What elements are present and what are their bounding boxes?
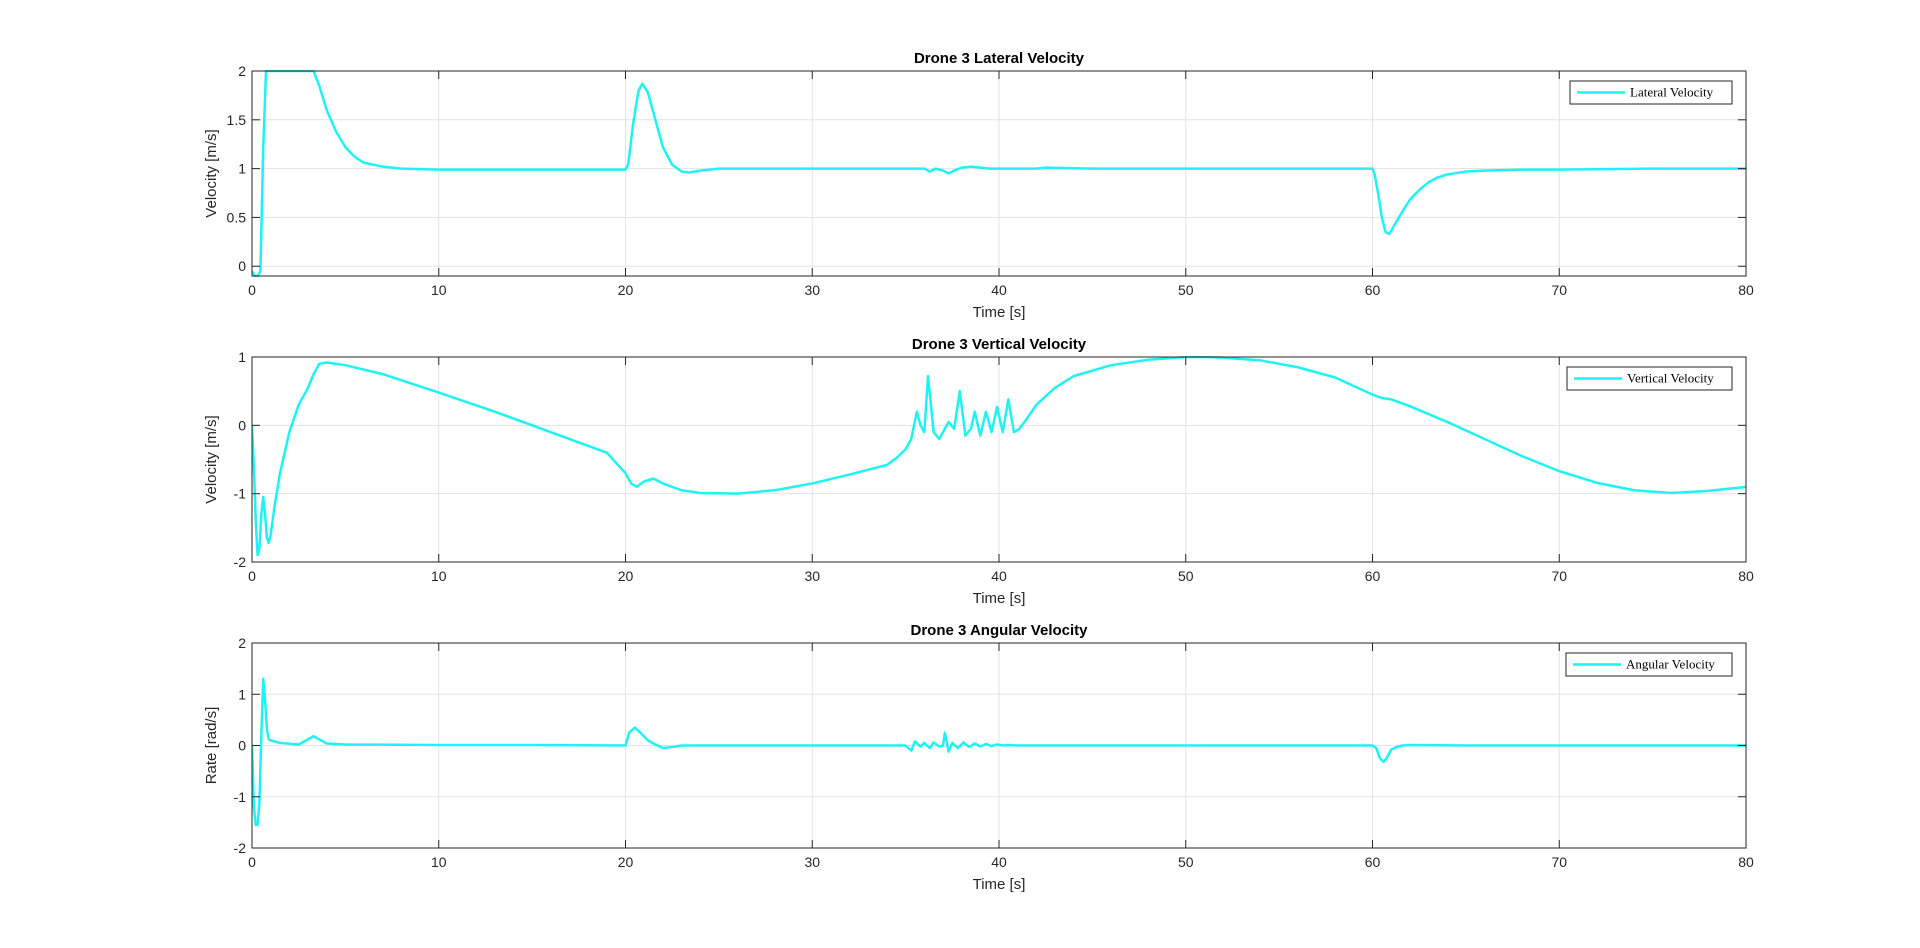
chart-title: Drone 3 Angular Velocity bbox=[911, 622, 1089, 639]
y-axis-label: Rate [rad/s] bbox=[203, 707, 220, 785]
x-tick-label: 10 bbox=[431, 568, 447, 584]
legend: Vertical Velocity bbox=[1566, 366, 1733, 391]
legend: Lateral Velocity bbox=[1569, 80, 1733, 105]
x-tick-label: 10 bbox=[431, 282, 447, 298]
x-tick-label: 70 bbox=[1551, 282, 1567, 298]
x-tick-label: 40 bbox=[991, 854, 1007, 870]
x-tick-label: 80 bbox=[1738, 568, 1754, 584]
y-tick-label: 0.5 bbox=[227, 209, 247, 225]
subplot-1: 0 10 20 30 40 50 60 70 80 0 0.5 1 1.5 2 Drone 3 Latera… bbox=[203, 50, 1754, 321]
series-line-1 bbox=[252, 70, 1746, 277]
x-tick-label: 20 bbox=[618, 568, 634, 584]
y-tick-label: 2 bbox=[238, 635, 246, 651]
y-axis-label: Velocity [m/s] bbox=[203, 129, 220, 217]
y-tick-label: 1 bbox=[238, 349, 246, 365]
x-axis-label: Time [s] bbox=[973, 876, 1026, 893]
legend-box bbox=[1566, 366, 1733, 391]
y-tick-label: 2 bbox=[238, 63, 246, 79]
x-axis-label: Time [s] bbox=[973, 590, 1026, 607]
y-tick-label: 1.5 bbox=[227, 112, 247, 128]
x-tick-label: 50 bbox=[1178, 568, 1194, 584]
subplot-2: 0 10 20 30 40 50 60 70 80 -2 -1 0 1 Drone 3 Vertical … bbox=[203, 336, 1754, 607]
x-tick-label: 70 bbox=[1551, 854, 1567, 870]
x-tick-label: 30 bbox=[804, 568, 820, 584]
series-line-1 bbox=[252, 356, 1746, 557]
x-tick-label: 50 bbox=[1178, 854, 1194, 870]
x-tick-label: 80 bbox=[1738, 282, 1754, 298]
series-line-1 bbox=[252, 677, 1746, 827]
y-tick-label: -1 bbox=[234, 486, 247, 502]
x-tick-label: 60 bbox=[1365, 568, 1381, 584]
x-axis-label: Time [s] bbox=[973, 304, 1026, 321]
x-tick-label: 40 bbox=[991, 568, 1007, 584]
x-tick-label: 30 bbox=[804, 854, 820, 870]
x-tick-label: 60 bbox=[1365, 854, 1381, 870]
legend-box bbox=[1565, 652, 1733, 677]
x-tick-label: 20 bbox=[618, 282, 634, 298]
x-tick-label: 10 bbox=[431, 854, 447, 870]
x-tick-label: 20 bbox=[618, 854, 634, 870]
chart-title: Drone 3 Lateral Velocity bbox=[914, 50, 1085, 67]
x-tick-label: 0 bbox=[248, 568, 256, 584]
legend-entry-label: Lateral Velocity bbox=[1630, 85, 1714, 100]
x-tick-label: 0 bbox=[248, 282, 256, 298]
y-tick-label: 0 bbox=[238, 738, 246, 754]
legend-entry-label: Vertical Velocity bbox=[1627, 371, 1714, 386]
x-tick-label: 0 bbox=[248, 854, 256, 870]
y-tick-label: -2 bbox=[234, 840, 247, 856]
x-tick-label: 30 bbox=[804, 282, 820, 298]
y-tick-label: 1 bbox=[238, 161, 246, 177]
chart-title: Drone 3 Vertical Velocity bbox=[912, 336, 1087, 353]
x-tick-label: 40 bbox=[991, 282, 1007, 298]
legend-box bbox=[1569, 80, 1733, 105]
y-axis-label: Velocity [m/s] bbox=[203, 415, 220, 503]
y-tick-label: 0 bbox=[238, 417, 246, 433]
y-tick-label: -2 bbox=[234, 554, 247, 570]
x-tick-label: 80 bbox=[1738, 854, 1754, 870]
y-tick-label: 0 bbox=[238, 258, 246, 274]
legend-entry-label: Angular Velocity bbox=[1626, 657, 1715, 672]
x-tick-label: 50 bbox=[1178, 282, 1194, 298]
x-tick-label: 70 bbox=[1551, 568, 1567, 584]
y-tick-label: -1 bbox=[234, 789, 247, 805]
y-tick-label: 1 bbox=[238, 686, 246, 702]
legend: Angular Velocity bbox=[1565, 652, 1733, 677]
subplot-3: 0 10 20 30 40 50 60 70 80 -2 -1 0 1 2 Drone 3 Angular … bbox=[203, 622, 1754, 893]
x-tick-label: 60 bbox=[1365, 282, 1381, 298]
